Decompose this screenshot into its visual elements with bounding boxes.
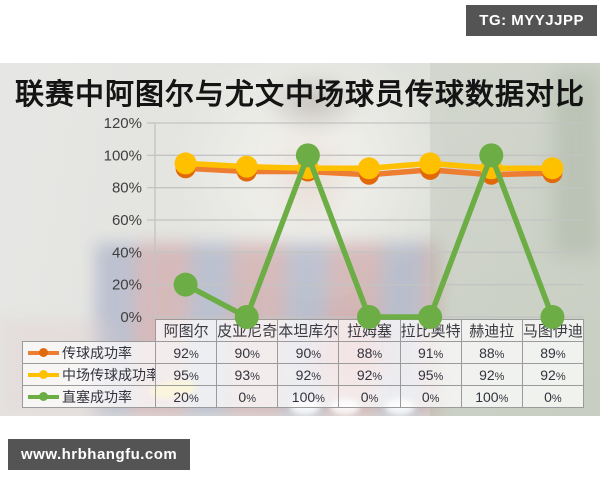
value-cell: 100% xyxy=(460,385,523,408)
chart-data-table: 阿图尔 皮亚尼奇 本坦库尔 拉姆塞 拉比奥特 赫迪拉 马图伊迪 传球成功率 92% 90% 90% 8… xyxy=(22,319,584,408)
player-column-header: 皮亚尼奇 xyxy=(216,319,279,342)
legend-cell: 直塞成功率 xyxy=(22,385,156,408)
value-cell: 91% xyxy=(399,341,462,364)
legend-cell: 中场传球成功率 xyxy=(22,363,156,386)
player-column-header: 阿图尔 xyxy=(154,319,218,342)
series-label: 传球成功率 xyxy=(62,344,132,361)
value-cell: 92% xyxy=(277,363,340,386)
player-column-header: 马图伊迪 xyxy=(521,319,584,342)
legend-cell: 传球成功率 xyxy=(22,341,156,364)
legend-key-icon xyxy=(28,370,59,379)
table-row: 直塞成功率 20% 0% 100% 0% 0% 100% 0% xyxy=(22,385,584,408)
table-corner-cell xyxy=(23,320,156,342)
value-cell: 90% xyxy=(216,341,279,364)
value-cell: 89% xyxy=(521,341,584,364)
player-column-header: 赫迪拉 xyxy=(460,319,523,342)
player-column-header: 拉姆塞 xyxy=(338,319,401,342)
value-cell: 88% xyxy=(338,341,401,364)
value-cell: 90% xyxy=(277,341,340,364)
chart-title: 联赛中阿图尔与尤文中场球员传球数据对比 xyxy=(14,77,585,111)
player-column-header: 本坦库尔 xyxy=(277,319,340,342)
series-label: 直塞成功率 xyxy=(62,388,132,405)
value-cell: 92% xyxy=(154,341,218,364)
value-cell: 20% xyxy=(154,385,218,408)
value-cell: 0% xyxy=(521,385,584,408)
value-cell: 88% xyxy=(460,341,523,364)
value-cell: 93% xyxy=(216,363,279,386)
value-cell: 0% xyxy=(216,385,279,408)
legend-key-icon xyxy=(28,392,59,401)
series-label: 中场传球成功率 xyxy=(62,366,156,383)
table-row: 中场传球成功率 95% 93% 92% 92% 95% 92% 92% xyxy=(22,363,584,386)
website-url-text: www.hrbhangfu.com xyxy=(21,446,178,463)
legend-key-icon xyxy=(28,348,59,357)
telegram-watermark-badge: TG: MYYJJPP xyxy=(466,5,597,36)
table-header-row: 阿图尔 皮亚尼奇 本坦库尔 拉姆塞 拉比奥特 赫迪拉 马图伊迪 xyxy=(23,319,584,342)
value-cell: 92% xyxy=(460,363,523,386)
value-cell: 92% xyxy=(521,363,584,386)
player-column-header: 拉比奥特 xyxy=(399,319,462,342)
value-cell: 95% xyxy=(399,363,462,386)
telegram-handle-text: TG: MYYJJPP xyxy=(479,12,584,29)
value-cell: 100% xyxy=(277,385,340,408)
table-row: 传球成功率 92% 90% 90% 88% 91% 88% 89% xyxy=(22,341,584,364)
value-cell: 95% xyxy=(154,363,218,386)
photo-player-face xyxy=(243,101,378,256)
website-watermark-badge: www.hrbhangfu.com xyxy=(8,439,191,470)
value-cell: 0% xyxy=(399,385,462,408)
value-cell: 0% xyxy=(338,385,401,408)
value-cell: 92% xyxy=(338,363,401,386)
